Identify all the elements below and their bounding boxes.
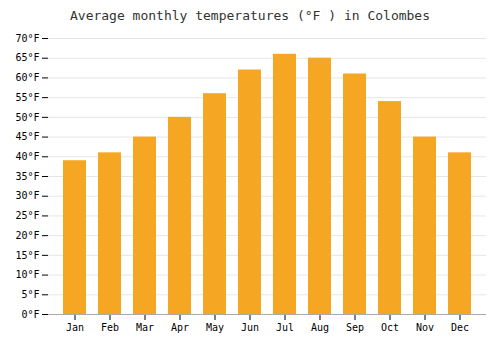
svg-text:70°F: 70°F <box>15 33 39 44</box>
svg-text:May: May <box>206 322 224 333</box>
svg-text:55°F: 55°F <box>15 92 39 103</box>
svg-text:50°F: 50°F <box>15 112 39 123</box>
svg-text:Oct: Oct <box>381 322 399 333</box>
svg-text:15°F: 15°F <box>15 250 39 261</box>
svg-text:40°F: 40°F <box>15 151 39 162</box>
svg-text:35°F: 35°F <box>15 171 39 182</box>
svg-text:Mar: Mar <box>136 322 154 333</box>
svg-text:Jun: Jun <box>241 322 259 333</box>
svg-text:20°F: 20°F <box>15 230 39 241</box>
svg-text:Apr: Apr <box>171 322 189 333</box>
svg-text:Dec: Dec <box>451 322 469 333</box>
svg-text:25°F: 25°F <box>15 210 39 221</box>
svg-text:Jul: Jul <box>276 322 294 333</box>
svg-text:0°F: 0°F <box>21 309 39 320</box>
svg-text:Feb: Feb <box>101 322 119 333</box>
svg-text:65°F: 65°F <box>15 52 39 63</box>
svg-text:10°F: 10°F <box>15 269 39 280</box>
svg-text:30°F: 30°F <box>15 190 39 201</box>
svg-text:Jan: Jan <box>66 322 84 333</box>
html-text:Average monthly temperatures (: Average monthly temperatures (°F ) in Co… <box>70 8 430 23</box>
svg-text:Nov: Nov <box>416 322 434 333</box>
svg-text:Sep: Sep <box>346 322 364 333</box>
svg-text:Aug: Aug <box>311 322 329 333</box>
svg-text:5°F: 5°F <box>21 289 39 300</box>
svg-text:45°F: 45°F <box>15 131 39 142</box>
svg-text:60°F: 60°F <box>15 72 39 83</box>
